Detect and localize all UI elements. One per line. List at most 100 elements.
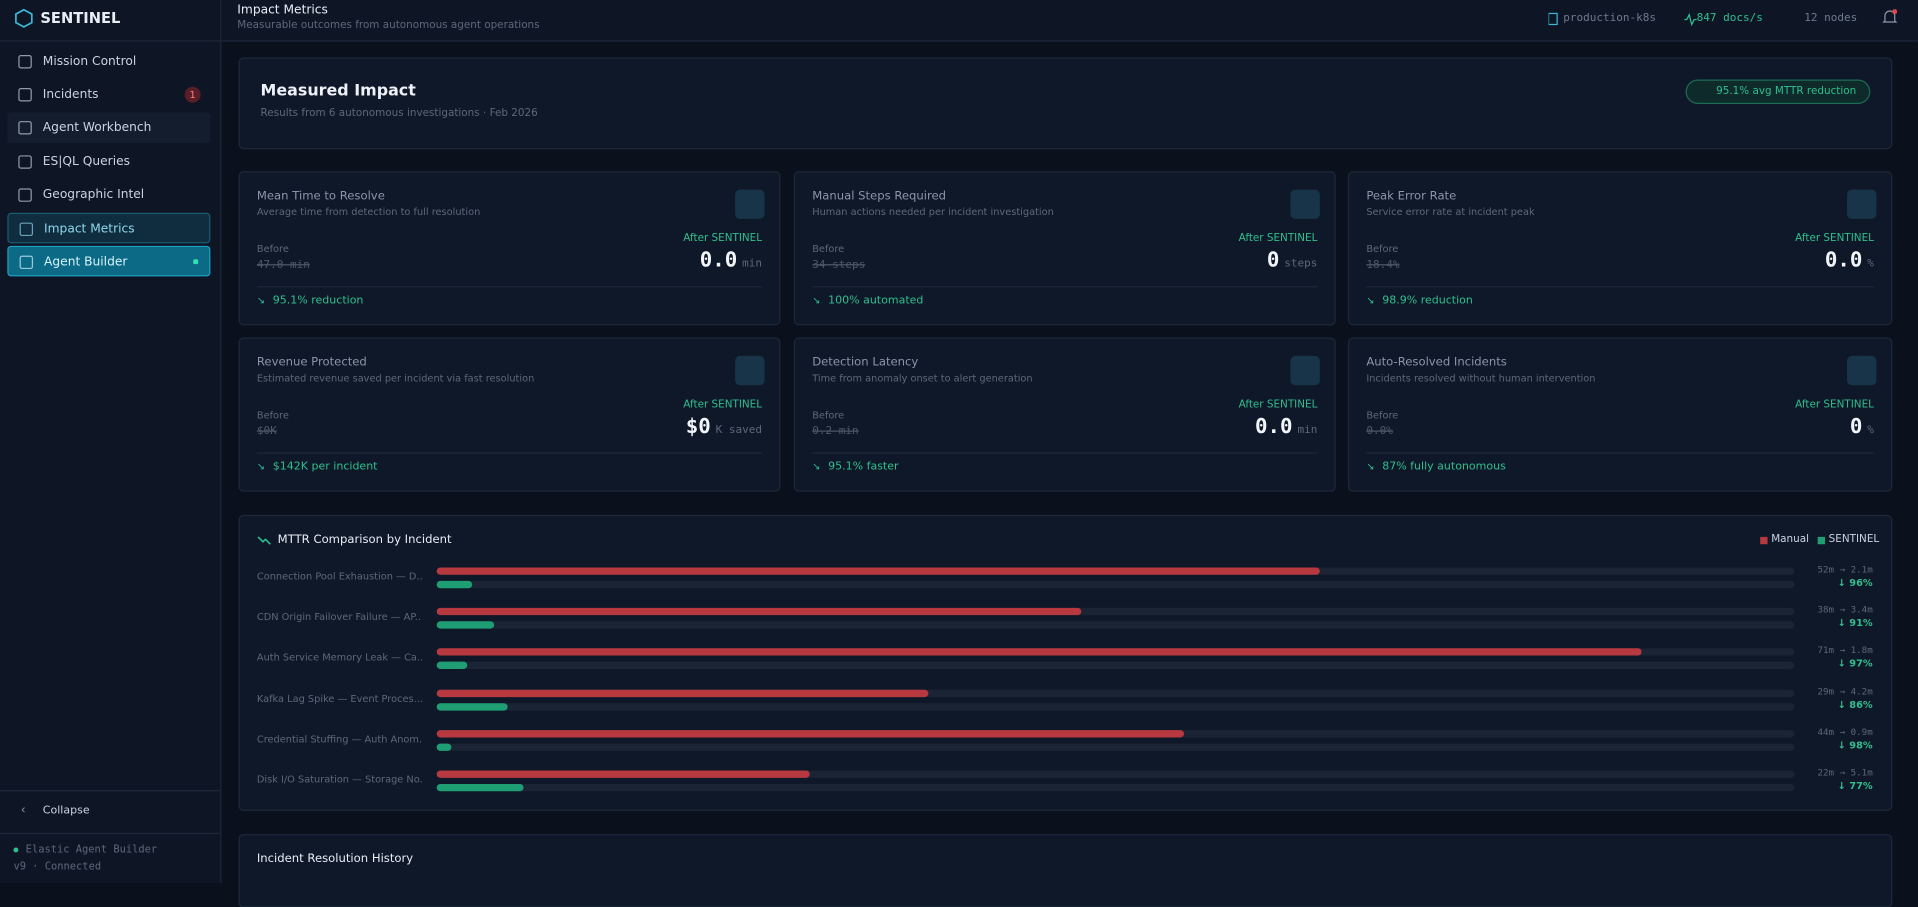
env: production-k8s	[1563, 12, 1657, 25]
nav-icon	[19, 255, 34, 270]
nav-item[interactable]: Agent Workbench	[7, 112, 211, 144]
delta-icon: ↘	[256, 461, 266, 473]
reduction: ↓ 96%	[1837, 577, 1873, 589]
manual-bar	[436, 608, 1082, 616]
impact-badge: 95.1% avg MTTR reduction	[1685, 79, 1871, 104]
metric-card: Detection Latency Time from anomaly onset…	[793, 337, 1336, 492]
incident-name: Credential Stuffing — Auth Anom...	[256, 733, 423, 745]
after-value: 0	[1849, 414, 1863, 440]
nodes: 12 nodes	[1804, 12, 1858, 25]
delta: 87% fully autonomous	[1382, 461, 1506, 474]
nav-item[interactable]: ES|QL Queries	[7, 146, 210, 177]
before-value: $0K	[256, 425, 277, 438]
track	[436, 621, 1795, 629]
track	[436, 743, 1795, 751]
after-label: After SENTINEL	[1238, 232, 1318, 245]
before-label: Before	[1366, 409, 1399, 421]
impact-subtitle: Results from 6 autonomous investigations…	[260, 107, 538, 120]
sentinel-bar	[436, 743, 452, 751]
nav-item[interactable]: Geographic Intel	[7, 180, 210, 211]
after-value: 0.0	[1824, 248, 1863, 273]
nav-icon	[18, 88, 32, 102]
nav-item[interactable]: Impact Metrics	[7, 212, 211, 244]
manual-bar	[436, 689, 929, 697]
card-desc: Service error rate at incident peak	[1366, 206, 1535, 218]
footer-app: Elastic Agent Builder	[25, 843, 158, 857]
after-unit: %	[1867, 424, 1874, 437]
header: Impact Metrics Measurable outcomes from …	[221, 0, 1918, 42]
nav-icon	[19, 222, 34, 237]
before-value: 18.4%	[1366, 259, 1400, 272]
delta: 95.1% faster	[828, 461, 899, 474]
nav-item[interactable]: Mission Control	[7, 46, 210, 77]
after-label: After SENTINEL	[1795, 232, 1874, 245]
card-desc: Incidents resolved without human interve…	[1366, 373, 1596, 385]
mttr-label: 29m → 4.2m	[1817, 685, 1873, 697]
reduction: ↓ 97%	[1837, 658, 1873, 670]
track	[436, 580, 1795, 589]
delta: $142K per incident	[272, 461, 378, 474]
before-label: Before	[256, 409, 289, 421]
nav-icon	[18, 154, 32, 169]
sentinel-bar	[436, 783, 524, 792]
after-value: 0.0	[699, 248, 738, 273]
manual-bar	[436, 648, 1642, 657]
after-label: After SENTINEL	[683, 232, 763, 245]
card-icon	[1290, 355, 1320, 386]
metric-card: Mean Time to Resolve Average time from de…	[238, 171, 781, 326]
sentinel-bar	[436, 580, 473, 589]
before-value: 0.0%	[1366, 425, 1393, 438]
manual-bar	[436, 567, 1320, 575]
header-icons	[1548, 12, 1697, 27]
before-label: Before	[812, 243, 845, 255]
collapse[interactable]: Collapse	[42, 804, 90, 817]
history-title: Incident Resolution History	[256, 852, 414, 866]
nav-item[interactable]: Agent Builder	[7, 246, 211, 277]
track	[436, 662, 1795, 670]
track	[436, 770, 1795, 778]
delta-icon: ↘	[812, 461, 821, 473]
mttr-label: 22m → 5.1m	[1817, 766, 1873, 778]
card-icon	[735, 355, 765, 386]
status-dot	[193, 259, 199, 265]
mttr-label: 38m → 3.4m	[1817, 604, 1873, 616]
after-label: After SENTINEL	[1795, 398, 1874, 411]
divider	[1366, 452, 1874, 454]
card-desc: Time from anomaly onset to alert generat…	[812, 373, 1033, 385]
card-title: Detection Latency	[812, 355, 919, 370]
delta-icon: ↘	[1366, 461, 1375, 473]
nav-icon	[18, 55, 32, 69]
page-title: Impact Metrics	[237, 3, 328, 18]
after-row: 0.0 min	[700, 248, 762, 272]
metric-card: Manual Steps Required Human actions neede…	[793, 171, 1336, 326]
legend-swatch	[1760, 536, 1768, 545]
notifications[interactable]	[1881, 9, 1898, 26]
mttr-title: MTTR Comparison by Incident	[277, 533, 452, 547]
nav-icon	[18, 121, 32, 136]
track	[436, 689, 1795, 697]
page-subtitle: Measurable outcomes from autonomous agen…	[237, 19, 540, 32]
delta: 98.9% reduction	[1382, 294, 1473, 307]
nav-item[interactable]: Incidents 1	[7, 80, 210, 111]
after-unit: min	[1297, 424, 1318, 437]
incident-name: Auth Service Memory Leak — Ca...	[256, 652, 423, 664]
collapse-arrow[interactable]: ‹	[20, 803, 26, 817]
track	[436, 783, 1795, 792]
after-unit: %	[1867, 258, 1874, 271]
divider	[256, 286, 763, 288]
sentinel-bar	[436, 702, 508, 711]
card-desc: Estimated revenue saved per incident via…	[256, 373, 535, 385]
card-title: Revenue Protected	[256, 355, 367, 370]
card-desc: Human actions needed per incident invest…	[812, 206, 1054, 218]
manual-bar	[436, 729, 1184, 738]
incident-name: Kafka Lag Spike — Event Proces...	[256, 692, 423, 704]
card-icon	[1847, 189, 1877, 219]
before-label: Before	[812, 409, 845, 421]
rate: 847 docs/s	[1696, 12, 1763, 25]
divider	[812, 452, 1318, 454]
nav-icon	[18, 188, 32, 202]
reduction: ↓ 77%	[1837, 780, 1873, 792]
before-value: 34 steps	[812, 259, 866, 272]
